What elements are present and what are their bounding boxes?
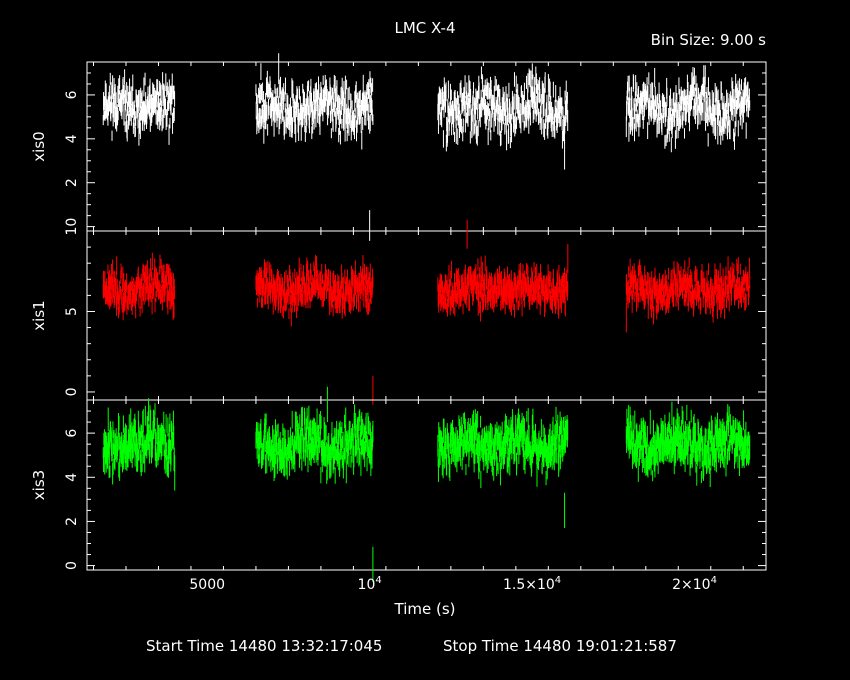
chart-title: LMC X-4 [394,19,455,37]
y-axis-label: xis3 [30,470,48,500]
y-tick-label: 2 [64,178,80,187]
y-tick-label: 2 [64,517,80,526]
x-axis-label: Time (s) [394,600,456,618]
panel-frame [86,61,767,232]
x-tick-label: 1.5×104 [503,575,561,593]
y-tick-label: 4 [64,134,80,143]
y-tick-label: 4 [64,473,80,482]
start-time-label: Start Time 14480 13:32:17:045 [146,637,382,655]
y-axis-label: xis0 [30,131,48,161]
y-tick-label: 5 [64,307,80,316]
x-tick-label: 5000 [189,577,225,593]
y-tick-label: 6 [64,90,80,99]
y-tick-label: 6 [64,429,80,438]
x-tick-label: 2×104 [672,575,717,593]
x-tick-label: 104 [358,575,382,593]
y-tick-label: 0 [64,561,80,570]
y-axis-label: xis1 [30,300,48,330]
panel-frame [86,230,767,401]
panel-frame [86,399,767,571]
y-tick-label: 0 [64,387,80,396]
stop-time-label: Stop Time 14480 19:01:21:587 [443,637,677,655]
y-tick-label: 10 [64,218,80,236]
bin-size-label: Bin Size: 9.00 s [651,31,767,49]
panels-group: 10 2 4 6 xis0 0 5 xis1 0 2 4 6 xis3 5000 104 1.5×104 2×1… [30,53,767,593]
